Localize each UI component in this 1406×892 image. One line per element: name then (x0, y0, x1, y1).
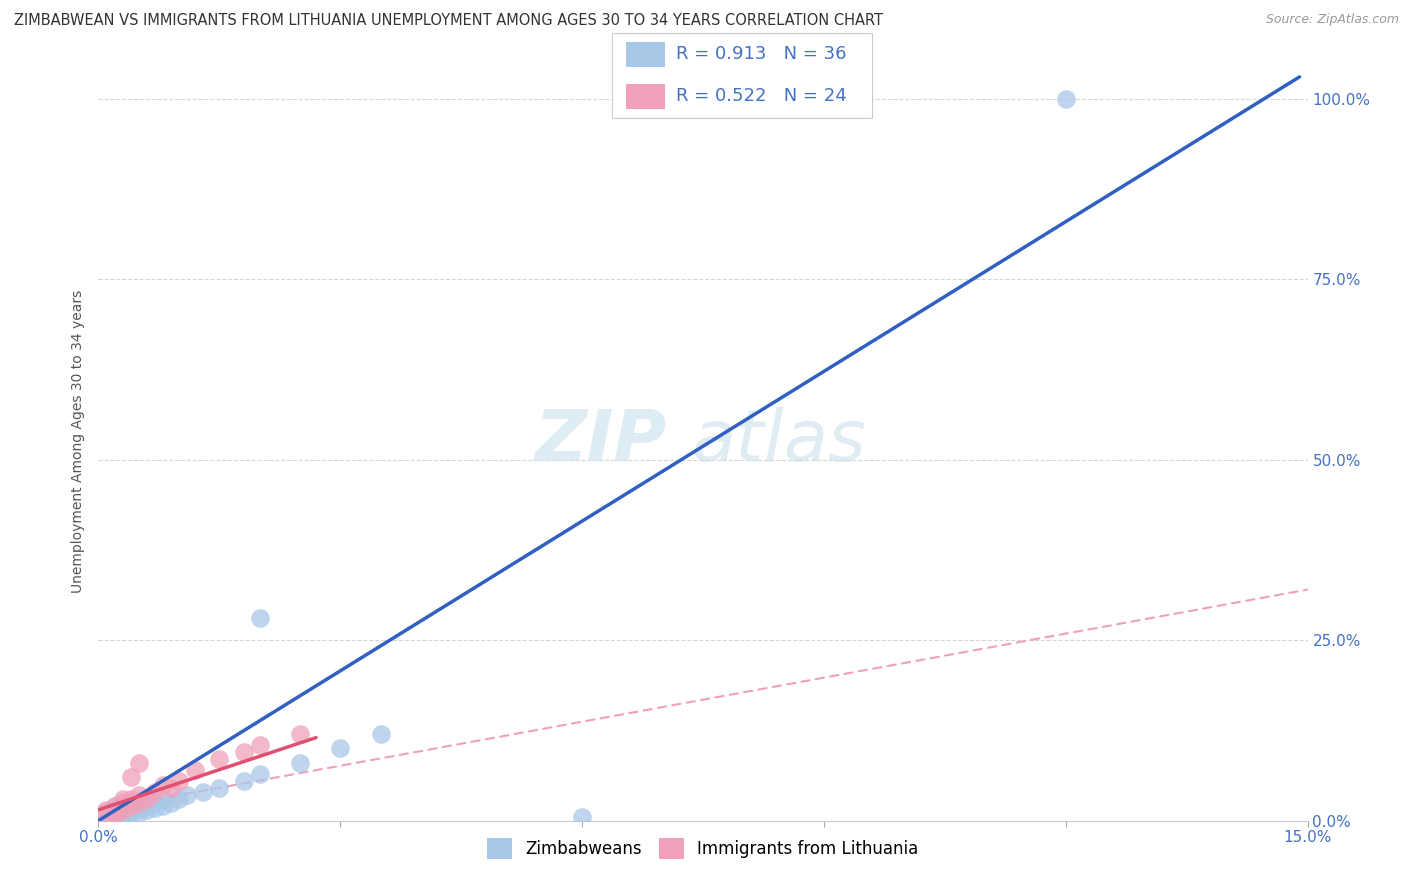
Point (103, 799, 125, 814)
Point (143, 800, 166, 814)
Point (249, 738, 271, 752)
Point (571, 810, 593, 824)
Point (120, 803, 142, 817)
Point (193, 785, 215, 799)
Point (111, 792, 134, 806)
Point (184, 763, 207, 777)
Point (135, 803, 157, 817)
Point (128, 789, 150, 803)
Text: ZIMBABWEAN VS IMMIGRANTS FROM LITHUANIA UNEMPLOYMENT AMONG AGES 30 TO 34 YEARS C: ZIMBABWEAN VS IMMIGRANTS FROM LITHUANIA … (14, 13, 883, 29)
Point (96, 810, 118, 824)
Point (329, 741, 352, 756)
Point (167, 792, 190, 806)
Point (128, 796, 150, 810)
Point (232, 745, 254, 759)
Text: R = 0.522   N = 24: R = 0.522 N = 24 (676, 87, 846, 105)
Point (128, 756, 150, 770)
Point (120, 796, 142, 810)
Point (288, 727, 311, 741)
Point (143, 785, 166, 799)
Point (208, 781, 231, 796)
Text: Source: ZipAtlas.com: Source: ZipAtlas.com (1265, 13, 1399, 27)
Point (249, 611, 271, 625)
Point (111, 803, 134, 817)
Point (176, 789, 198, 803)
Point (135, 792, 157, 806)
Point (249, 766, 271, 780)
Point (128, 806, 150, 821)
Point (96, 812, 118, 826)
Point (208, 752, 231, 766)
Point (96, 808, 118, 822)
Point (103, 810, 125, 824)
Point (232, 773, 254, 788)
Point (111, 805, 134, 819)
Point (111, 808, 134, 822)
Point (103, 806, 125, 821)
Point (96, 803, 118, 817)
Point (1054, 91, 1077, 105)
Point (120, 792, 142, 806)
Y-axis label: Unemployment Among Ages 30 to 34 years: Unemployment Among Ages 30 to 34 years (72, 290, 86, 593)
Point (160, 781, 183, 796)
Point (111, 799, 134, 814)
Point (288, 756, 311, 770)
Point (120, 806, 142, 821)
Point (152, 799, 174, 814)
Text: ZIP: ZIP (534, 407, 666, 476)
Point (103, 806, 125, 821)
Point (96, 810, 118, 824)
Point (103, 803, 125, 817)
Point (96, 805, 118, 819)
Point (152, 792, 174, 806)
Point (120, 799, 142, 814)
Legend: Zimbabweans, Immigrants from Lithuania: Zimbabweans, Immigrants from Lithuania (481, 831, 925, 865)
Point (128, 796, 150, 810)
Point (103, 799, 125, 814)
Point (111, 796, 134, 810)
Point (143, 793, 166, 807)
Point (370, 727, 392, 741)
Point (152, 778, 174, 792)
Point (167, 773, 190, 788)
Text: atlas: atlas (690, 407, 866, 476)
Point (160, 796, 183, 810)
Text: R = 0.913   N = 36: R = 0.913 N = 36 (676, 45, 846, 63)
Point (103, 808, 125, 822)
Point (120, 770, 142, 784)
Point (128, 800, 150, 814)
Point (135, 797, 157, 812)
